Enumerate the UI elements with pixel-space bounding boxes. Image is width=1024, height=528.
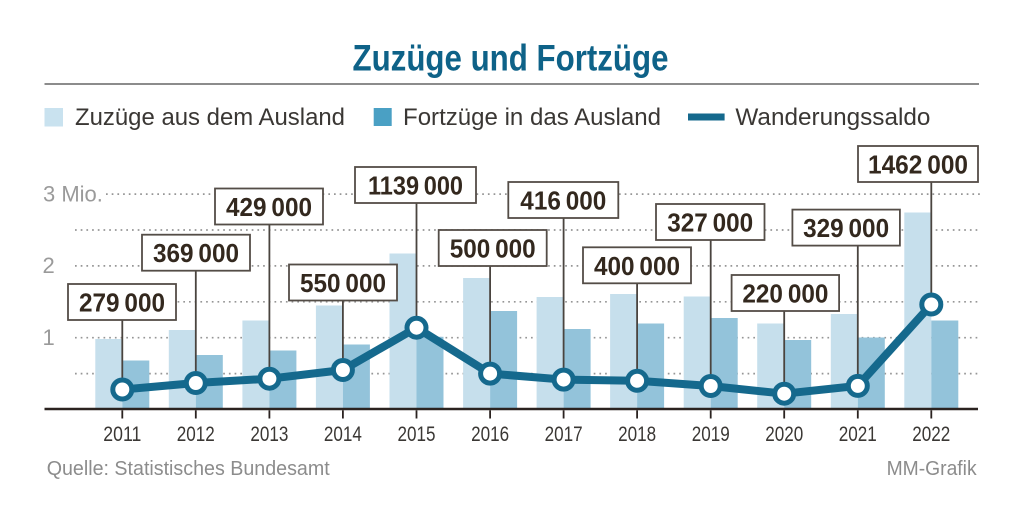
svg-text:Quelle: Statistisches Bundesam: Quelle: Statistisches Bundesamt	[47, 458, 330, 480]
svg-text:2019: 2019	[692, 423, 730, 446]
svg-text:327 000: 327 000	[667, 208, 753, 238]
svg-text:2016: 2016	[471, 423, 509, 446]
svg-text:2020: 2020	[765, 423, 803, 446]
svg-text:3 Mio.: 3 Mio.	[43, 182, 103, 207]
svg-text:2014: 2014	[324, 423, 362, 446]
svg-text:2011: 2011	[103, 423, 141, 446]
svg-text:429 000: 429 000	[226, 192, 312, 222]
svg-text:279 000: 279 000	[79, 288, 165, 318]
svg-text:220 000: 220 000	[742, 279, 828, 309]
svg-text:1: 1	[43, 325, 55, 350]
svg-text:Zuzüge und Fortzüge: Zuzüge und Fortzüge	[353, 36, 669, 78]
svg-text:329 000: 329 000	[803, 213, 889, 243]
svg-text:2015: 2015	[398, 423, 436, 446]
svg-text:369 000: 369 000	[153, 238, 239, 268]
svg-text:2017: 2017	[545, 423, 583, 446]
svg-text:2: 2	[43, 253, 55, 278]
svg-text:2021: 2021	[839, 423, 877, 446]
svg-text:500 000: 500 000	[450, 234, 536, 264]
svg-text:2018: 2018	[618, 423, 656, 446]
svg-text:Zuzüge aus dem Ausland: Zuzüge aus dem Ausland	[75, 104, 345, 131]
svg-text:416 000: 416 000	[520, 186, 606, 216]
svg-text:1462 000: 1462 000	[868, 150, 968, 180]
svg-text:Wanderungssaldo: Wanderungssaldo	[735, 104, 930, 131]
svg-text:2012: 2012	[177, 423, 215, 446]
svg-text:2013: 2013	[250, 423, 288, 446]
svg-text:MM-Grafik: MM-Grafik	[887, 458, 978, 480]
svg-text:550 000: 550 000	[300, 268, 386, 298]
svg-text:400 000: 400 000	[594, 251, 680, 281]
svg-text:Fortzüge in das Ausland: Fortzüge in das Ausland	[403, 104, 661, 131]
svg-text:1139 000: 1139 000	[368, 171, 463, 201]
svg-text:2022: 2022	[912, 423, 950, 446]
